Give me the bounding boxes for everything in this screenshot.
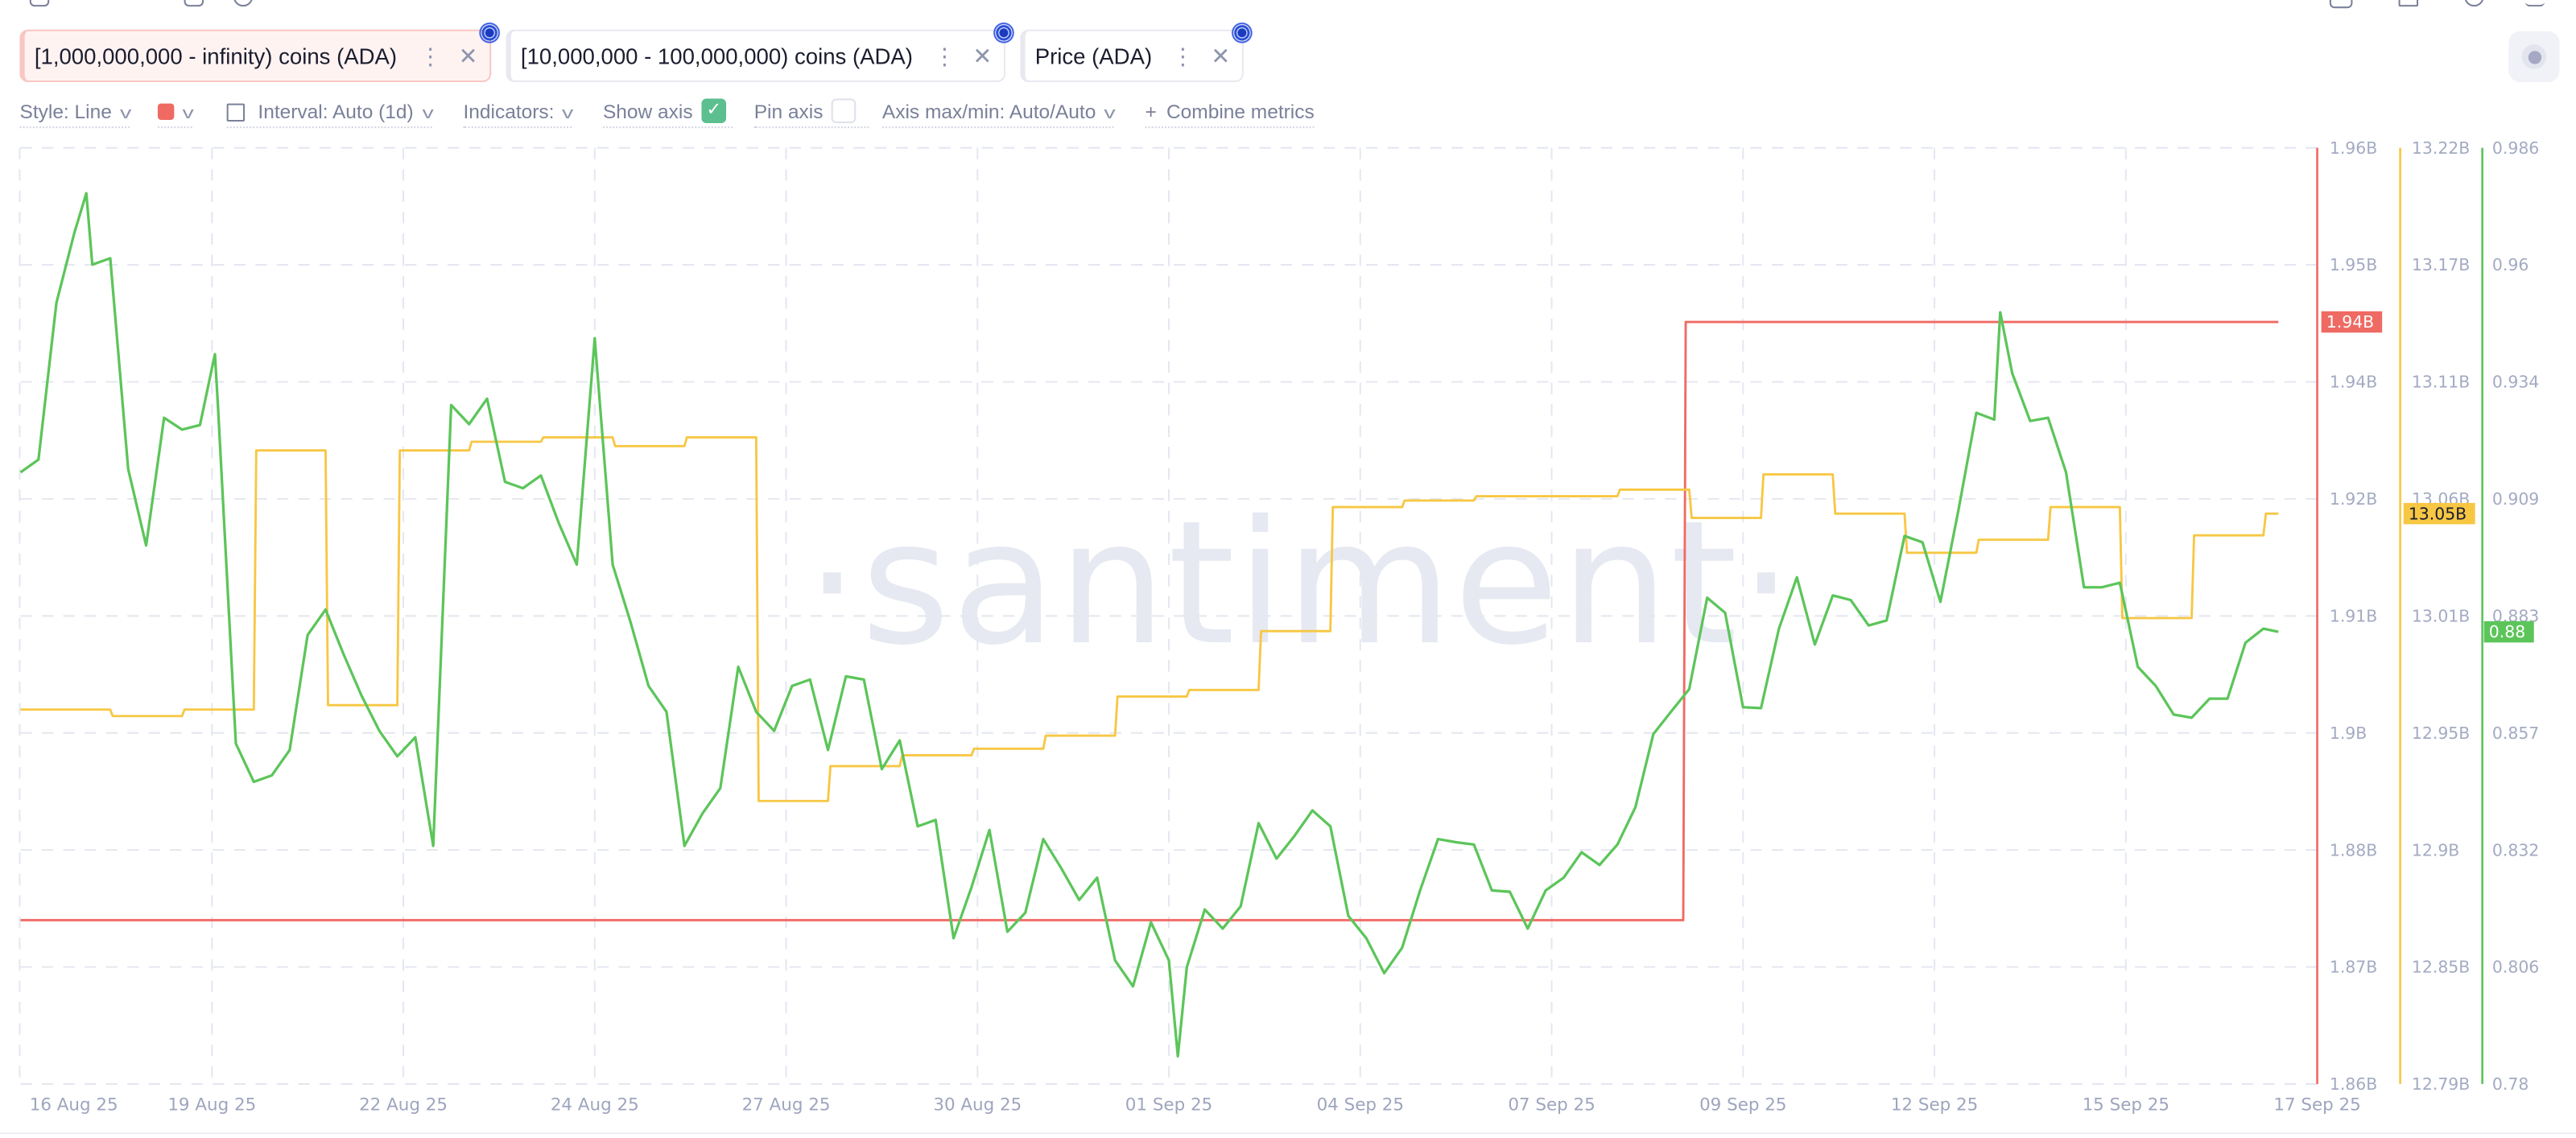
chevron-down-icon: v — [182, 105, 194, 124]
color-swatch — [157, 103, 175, 120]
show-axis-toggle[interactable]: Show axis — [602, 98, 733, 129]
plus-icon: + — [1145, 100, 1157, 124]
y-tick-label: 1.86B — [2330, 1074, 2377, 1094]
y-tick-label: 1.94B — [2330, 373, 2377, 392]
x-tick-label: 22 Aug 25 — [359, 1095, 448, 1115]
show-axis-checkbox[interactable]: ✓ — [701, 98, 727, 124]
metric-label: [1,000,000,000 - infinity) coins (ADA) — [34, 43, 398, 68]
axis-max-min-dropdown[interactable]: Axis max/min: Auto/Auto v — [881, 98, 1116, 129]
y-tick-label: 13.22B — [2412, 138, 2470, 158]
badge-label: 1.94B — [2326, 312, 2374, 332]
last-value-badge-yellow: 13.05B — [2403, 502, 2475, 525]
last-value-badge-green: 0.88 — [2483, 621, 2534, 643]
pin-axis-checkbox[interactable] — [831, 98, 857, 124]
close-icon[interactable]: ✕ — [1211, 42, 1231, 68]
more-vertical-icon[interactable]: ⋮ — [419, 42, 442, 68]
metric-tab-whales-1b[interactable]: [1,000,000,000 - infinity) coins (ADA) ⋮… — [19, 21, 502, 83]
style-dropdown[interactable]: Style: Line v — [19, 98, 132, 129]
y-tick-label: 0.78 — [2492, 1074, 2529, 1094]
y-tick-label: 1.95B — [2330, 255, 2377, 274]
x-tick-label: 24 Aug 25 — [551, 1095, 639, 1115]
toolbar-icon[interactable] — [184, 0, 204, 7]
color-picker[interactable]: v — [157, 98, 194, 129]
badge-label: 13.05B — [2409, 504, 2467, 523]
badge-background — [2483, 621, 2534, 643]
x-tick-label: 01 Sep 25 — [1125, 1095, 1212, 1115]
y-tick-label: 13.01B — [2412, 606, 2470, 625]
x-tick-label: 12 Sep 25 — [1891, 1095, 1978, 1115]
x-tick-label: 09 Sep 25 — [1699, 1095, 1786, 1115]
y-tick-label: 1.9B — [2330, 724, 2367, 743]
y-tick-label: 13.17B — [2412, 255, 2470, 274]
x-tick-label: 19 Aug 25 — [167, 1095, 256, 1115]
cardano-icon — [1230, 21, 1254, 45]
fullscreen-icon[interactable] — [2329, 0, 2353, 9]
x-tick-label: 30 Aug 25 — [933, 1095, 1022, 1115]
y-tick-label: 12.85B — [2412, 958, 2470, 977]
share-icon[interactable] — [2398, 0, 2419, 7]
cardano-icon — [477, 21, 502, 45]
y-tick-label: 1.96B — [2330, 138, 2377, 158]
metric-label: [10,000,000 - 100,000,000) coins (ADA) — [520, 43, 913, 68]
interval-dropdown[interactable]: Interval: Auto (1d) v — [226, 98, 434, 129]
y-tick-label: 1.92B — [2330, 489, 2377, 509]
close-icon[interactable] — [2524, 0, 2545, 7]
x-tick-label: 17 Sep 25 — [2273, 1095, 2360, 1115]
y-tick-label: 1.87B — [2330, 958, 2377, 977]
y-tick-label: 1.88B — [2330, 840, 2377, 860]
cardano-icon — [992, 21, 1016, 45]
combine-metrics-button[interactable]: + Combine metrics — [1145, 98, 1315, 129]
chevron-down-icon: v — [562, 105, 574, 124]
santiment-watermark: ·santiment· — [804, 482, 1795, 683]
chevron-down-icon: v — [120, 105, 132, 124]
chevron-down-icon: v — [1104, 105, 1116, 124]
y-tick-label: 1.91B — [2330, 606, 2377, 625]
y-tick-label: 13.11B — [2412, 373, 2470, 392]
indicators-dropdown[interactable]: Indicators: v — [463, 98, 574, 129]
close-icon[interactable]: ✕ — [458, 42, 478, 68]
y-tick-label: 0.857 — [2492, 724, 2539, 743]
record-icon — [2521, 44, 2547, 69]
series-line-yellow — [20, 436, 2279, 802]
close-icon[interactable]: ✕ — [972, 42, 993, 68]
series-line-red — [20, 320, 2279, 922]
y-tick-label: 0.986 — [2492, 138, 2539, 158]
y-tick-label: 12.9B — [2412, 840, 2459, 860]
x-tick-label: 15 Sep 25 — [2083, 1095, 2169, 1115]
series-line-green — [19, 192, 2279, 1058]
x-tick-label: 04 Sep 25 — [1317, 1095, 1404, 1115]
y-tick-label: 0.934 — [2492, 373, 2539, 392]
y-tick-label: 0.909 — [2492, 489, 2539, 509]
more-vertical-icon[interactable]: ⋮ — [1171, 42, 1195, 68]
metric-tab-holders-10m-100m[interactable]: [10,000,000 - 100,000,000) coins (ADA) ⋮… — [506, 21, 1016, 83]
metric-label: Price (ADA) — [1034, 43, 1153, 68]
y-tick-label: 0.832 — [2492, 840, 2539, 860]
y-tick-label: 0.96 — [2492, 255, 2529, 274]
metric-tab-price[interactable]: Price (ADA) ⋮ ✕ — [1020, 21, 1254, 83]
interval-icon — [226, 103, 246, 122]
chevron-down-icon: v — [421, 105, 434, 124]
badge-background — [2321, 311, 2383, 333]
x-tick-label: 16 Aug 25 — [30, 1095, 118, 1115]
x-tick-label: 27 Aug 25 — [742, 1095, 831, 1115]
y-tick-label: 12.79B — [2412, 1074, 2470, 1094]
y-tick-label: 0.806 — [2492, 958, 2539, 977]
toolbar-icon[interactable] — [29, 0, 50, 7]
badge-label: 0.88 — [2489, 622, 2525, 641]
record-button[interactable] — [2508, 31, 2560, 83]
more-vertical-icon[interactable]: ⋮ — [933, 42, 956, 68]
x-tick-label: 07 Sep 25 — [1508, 1095, 1595, 1115]
last-value-badge-red: 1.94B — [2321, 311, 2383, 333]
y-tick-label: 12.95B — [2412, 724, 2470, 743]
badge-background — [2403, 502, 2475, 525]
pin-axis-toggle[interactable]: Pin axis — [753, 98, 869, 129]
